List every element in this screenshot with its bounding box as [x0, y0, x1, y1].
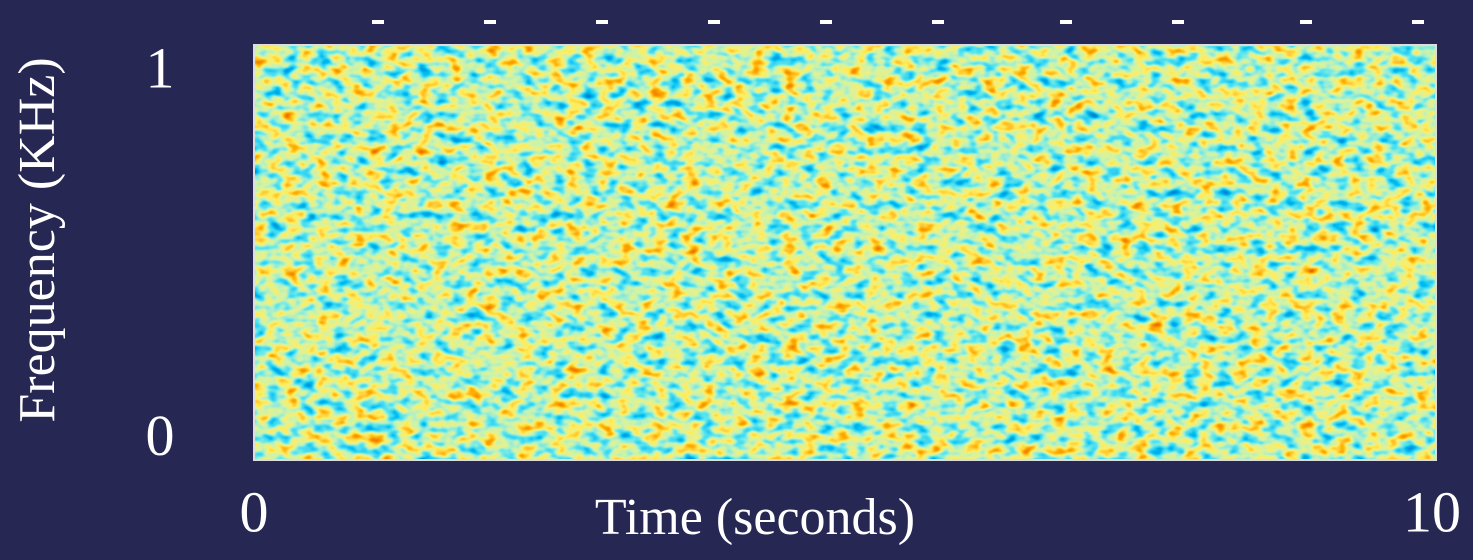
y-tick-label: 0: [146, 403, 175, 468]
y-tick-label: 1: [146, 36, 175, 101]
x-tick-label: 0: [240, 479, 269, 544]
plot-frame: [253, 44, 1437, 461]
y-axis-label: Frequency (KHz): [9, 57, 66, 422]
spectrogram-image: [254, 45, 1436, 460]
x-tick-label: 10: [1403, 479, 1461, 544]
x-axis-label: Time (seconds): [595, 489, 915, 546]
